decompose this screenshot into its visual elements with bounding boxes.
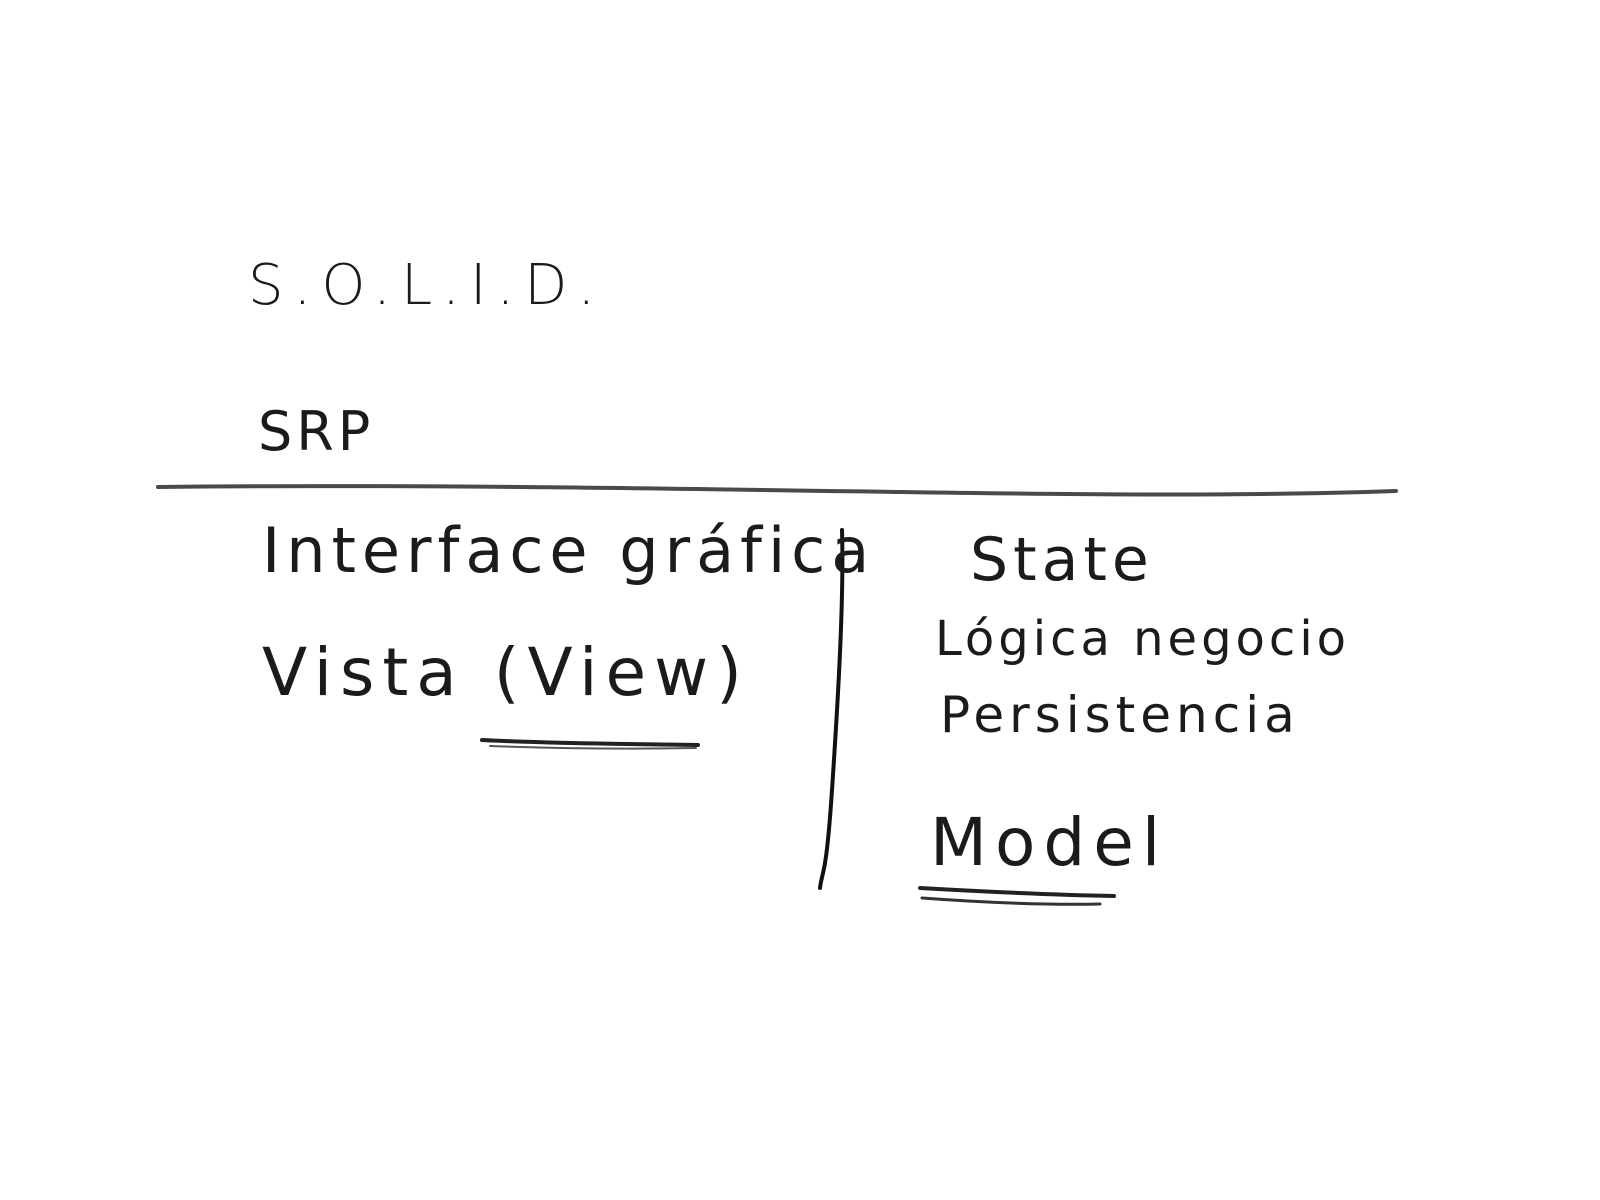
model-underline-second xyxy=(920,896,1102,906)
left-column-line-view: Vista (View) xyxy=(262,634,750,711)
view-underline xyxy=(480,738,700,747)
view-underline-second xyxy=(489,745,697,750)
right-column-line-model: Model xyxy=(930,804,1169,881)
right-column-line-persistence: Persistencia xyxy=(940,686,1300,744)
acronym-title: S.O.L.I.D. xyxy=(248,253,606,318)
left-column-line-interface: Interface gráfica xyxy=(262,514,876,587)
principle-title: SRP xyxy=(258,400,375,463)
horizontal-divider xyxy=(156,484,1398,497)
right-column-line-logic: Lógica negocio xyxy=(935,611,1351,667)
right-column-line-state: State xyxy=(970,525,1154,595)
model-underline xyxy=(918,886,1116,898)
